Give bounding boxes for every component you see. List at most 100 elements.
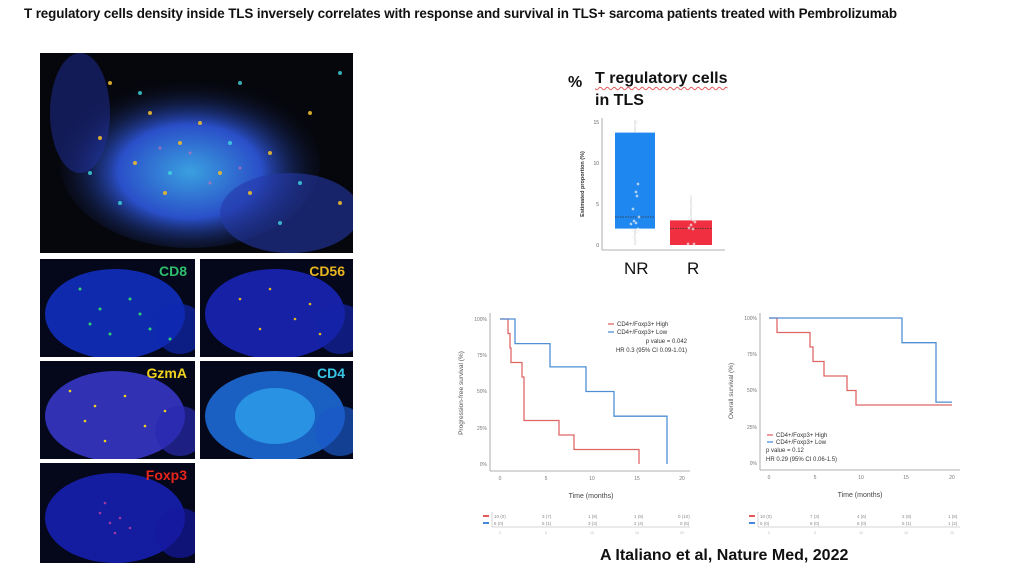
boxplot-title-line1: T regulatory cells	[595, 70, 728, 87]
svg-text:CD4+/Foxp3+ High: CD4+/Foxp3+ High	[617, 322, 668, 328]
tissue-texture	[205, 371, 353, 459]
gzma-image: GzmA	[40, 361, 195, 459]
marker-label-cd56: CD56	[309, 263, 345, 279]
y-axis-title: Estimated proportion (%)	[580, 151, 586, 217]
treg-boxplot: 0 5 10 15 Estimated proportion (%)	[580, 118, 725, 251]
svg-text:20: 20	[949, 475, 955, 481]
svg-text:3 (3): 3 (3)	[588, 521, 598, 526]
svg-text:10: 10	[590, 531, 594, 535]
merged-multiplex-image	[40, 53, 353, 253]
category-label-r: R	[687, 259, 700, 278]
svg-text:0 (5): 0 (5)	[680, 521, 690, 526]
svg-text:100%: 100%	[474, 317, 487, 323]
svg-text:25%: 25%	[747, 425, 758, 431]
citation: A Italiano et al, Nature Med, 2022	[600, 547, 849, 564]
cd4-image: CD4	[200, 361, 353, 459]
data-points	[629, 120, 697, 246]
boxplot-title-line2: in TLS	[595, 92, 644, 109]
marker-label-gzma: GzmA	[146, 365, 187, 381]
svg-text:75%: 75%	[477, 353, 488, 359]
pfs-kaplan-meier-plot: 100% 75% 50% 25% 0% 0 5 10 15 20 Progression-fre…	[458, 313, 690, 535]
svg-text:5 (1): 5 (1)	[902, 521, 912, 526]
pfs-legend: CD4+/Foxp3+ High CD4+/Foxp3+ Low p value…	[608, 322, 688, 354]
svg-text:6 (0): 6 (0)	[760, 521, 770, 526]
svg-text:6 (0): 6 (0)	[494, 521, 504, 526]
svg-text:10: 10	[593, 161, 599, 167]
svg-text:CD4+/Foxp3+ Low: CD4+/Foxp3+ Low	[776, 440, 827, 446]
svg-text:10 (0): 10 (0)	[494, 514, 506, 519]
svg-text:5: 5	[814, 475, 817, 481]
svg-text:0: 0	[768, 475, 771, 481]
svg-text:5: 5	[814, 531, 816, 535]
pfs-low-curve	[500, 318, 668, 464]
os-risk-table: 10 (0) 7 (3) 4 (6) 2 (8) 1 (8) 6 (0) 6 (…	[749, 512, 960, 535]
svg-text:1 (9): 1 (9)	[588, 514, 598, 519]
y-tick-labels: 100% 75% 50% 25% 0%	[474, 317, 487, 468]
foxp3-image: Foxp3	[40, 463, 195, 563]
svg-text:HR 0.29 (95% CI 0.06-1.5): HR 0.29 (95% CI 0.06-1.5)	[766, 457, 837, 463]
svg-text:75%: 75%	[747, 352, 758, 358]
svg-text:p value = 0.042: p value = 0.042	[646, 339, 688, 345]
slide-title: T regulatory cells density inside TLS in…	[24, 6, 897, 21]
tissue-texture	[50, 53, 353, 253]
os-high-curve	[769, 317, 952, 406]
os-low-curve	[769, 317, 952, 403]
svg-text:100%: 100%	[744, 316, 757, 322]
svg-text:5: 5	[545, 531, 547, 535]
x-tick-labels: 0 5 10 15 20	[768, 475, 955, 481]
svg-text:15: 15	[634, 476, 640, 482]
y-axis-title: Overall survival (%)	[728, 363, 735, 419]
x-axis-title: Time (months)	[569, 493, 614, 500]
svg-text:1 (8): 1 (8)	[948, 514, 958, 519]
svg-text:20: 20	[950, 531, 954, 535]
nr-box	[615, 132, 655, 229]
svg-text:7 (3): 7 (3)	[810, 514, 820, 519]
tissue-texture	[205, 269, 353, 357]
svg-text:2 (8): 2 (8)	[902, 514, 912, 519]
y-tick-labels: 100% 75% 50% 25% 0%	[744, 316, 757, 467]
pfs-risk-table: 10 (0) 3 (7) 1 (9) 1 (9) 0 (10) 6 (0) 5 …	[483, 512, 690, 535]
svg-text:10: 10	[858, 475, 864, 481]
svg-text:5: 5	[545, 476, 548, 482]
category-label-nr: NR	[624, 259, 649, 278]
y-axis-title: Progression-free survival (%)	[458, 351, 465, 435]
svg-text:10: 10	[859, 531, 863, 535]
svg-text:CD4+/Foxp3+ High: CD4+/Foxp3+ High	[776, 433, 827, 439]
svg-text:0%: 0%	[480, 462, 488, 468]
svg-text:HR 0.3 (95% CI 0.09-1.01): HR 0.3 (95% CI 0.09-1.01)	[616, 348, 687, 354]
svg-text:1 (9): 1 (9)	[634, 514, 644, 519]
svg-text:p value = 0.12: p value = 0.12	[766, 448, 805, 454]
svg-text:3 (7): 3 (7)	[542, 514, 552, 519]
pfs-high-curve	[500, 318, 640, 464]
svg-text:5 (1): 5 (1)	[542, 521, 552, 526]
svg-text:6 (0): 6 (0)	[857, 521, 867, 526]
svg-text:4 (6): 4 (6)	[857, 514, 867, 519]
marker-label-cd8: CD8	[158, 263, 187, 279]
x-axis-title: Time (months)	[838, 492, 883, 499]
os-kaplan-meier-plot: 100% 75% 50% 25% 0% 0 5 10 15 20 Overall surviva…	[728, 313, 960, 535]
svg-text:15: 15	[903, 475, 909, 481]
svg-text:0%: 0%	[750, 461, 758, 467]
svg-text:20: 20	[679, 476, 685, 482]
tissue-texture	[45, 269, 195, 357]
svg-text:50%: 50%	[477, 389, 488, 395]
svg-text:15: 15	[593, 120, 599, 126]
x-tick-labels: 0 5 10 15 20	[499, 476, 685, 482]
svg-text:0: 0	[596, 243, 599, 249]
svg-text:0: 0	[499, 531, 501, 535]
svg-text:5: 5	[596, 202, 599, 208]
os-legend: CD4+/Foxp3+ High CD4+/Foxp3+ Low p value…	[766, 433, 837, 463]
y-tick-labels: 0 5 10 15	[593, 120, 599, 249]
cd8-image: CD8	[40, 259, 195, 357]
tissue-texture	[45, 371, 195, 459]
tissue-texture	[45, 473, 195, 563]
svg-text:6 (0): 6 (0)	[810, 521, 820, 526]
percent-symbol: %	[568, 74, 583, 91]
svg-text:CD4+/Foxp3+ Low: CD4+/Foxp3+ Low	[617, 330, 668, 336]
svg-text:1 (2): 1 (2)	[948, 521, 958, 526]
svg-text:2 (4): 2 (4)	[634, 521, 644, 526]
svg-text:0: 0	[768, 531, 770, 535]
svg-text:10: 10	[589, 476, 595, 482]
svg-text:15: 15	[635, 531, 639, 535]
svg-text:50%: 50%	[747, 388, 758, 394]
